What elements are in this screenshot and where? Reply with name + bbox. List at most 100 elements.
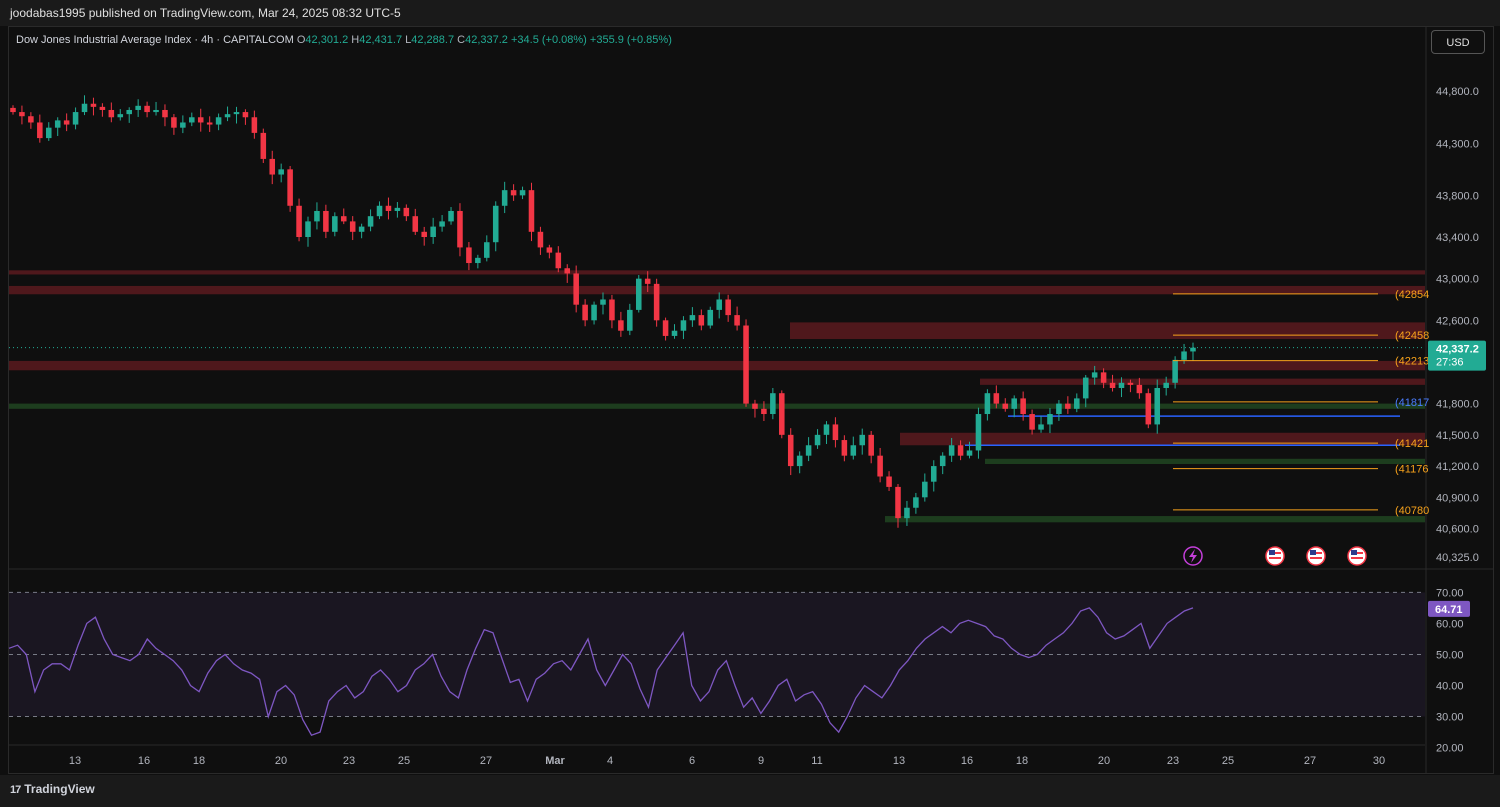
fib-level-label: (42458 xyxy=(1395,330,1429,342)
candle-body xyxy=(1091,372,1098,378)
rsi-tick-label: 60.00 xyxy=(1436,618,1464,630)
candle-body xyxy=(948,445,955,456)
time-tick-label: 11 xyxy=(811,755,822,767)
candle-body xyxy=(823,424,830,435)
candle-body xyxy=(1056,403,1062,415)
candle-body xyxy=(1074,398,1080,409)
rsi-tick-label: 40.00 xyxy=(1436,681,1464,693)
candle-body xyxy=(81,103,88,113)
candle-body xyxy=(332,216,338,232)
candle-body xyxy=(519,190,526,196)
candle-body xyxy=(975,414,982,451)
candle-body xyxy=(644,278,651,284)
currency-button[interactable]: USD xyxy=(1431,30,1485,54)
candle-body xyxy=(841,440,848,456)
candle-body xyxy=(1047,414,1053,425)
candle-body xyxy=(600,299,606,305)
candle-body xyxy=(126,109,132,115)
candle-body xyxy=(528,190,535,232)
us-flag-event-icon[interactable] xyxy=(1306,546,1326,566)
candle-body xyxy=(1100,372,1107,383)
time-tick-label: 18 xyxy=(193,755,205,767)
last-price-value: 42,337.2 xyxy=(1436,344,1479,356)
high-label: H xyxy=(351,34,360,46)
us-flag-event-icon[interactable] xyxy=(1265,546,1285,566)
time-tick-label: 13 xyxy=(69,755,81,767)
candle-body xyxy=(734,315,740,326)
tradingview-logo-icon: 17 xyxy=(10,784,21,796)
candle-body xyxy=(189,117,195,123)
candle-body xyxy=(680,320,687,331)
candle-body xyxy=(340,216,347,222)
tradingview-logo[interactable]: 17 TradingView xyxy=(10,782,95,796)
candle-body xyxy=(19,112,25,117)
price-tick-label: 44,800.0 xyxy=(1436,86,1479,98)
rsi-last-value: 64.71 xyxy=(1435,604,1463,616)
time-tick-label: 4 xyxy=(607,755,613,767)
time-tick-label: 20 xyxy=(1098,755,1110,767)
candle-body xyxy=(635,278,642,310)
candle-body xyxy=(877,455,883,477)
close-label: C xyxy=(457,34,466,46)
support-zone xyxy=(985,458,1425,464)
candle-body xyxy=(1136,384,1143,394)
price-tick-label: 41,500.0 xyxy=(1436,430,1479,442)
candle-body xyxy=(618,320,624,331)
candle-body xyxy=(886,476,892,487)
price-tick-label: 43,400.0 xyxy=(1436,232,1479,244)
footer-bar xyxy=(0,775,1500,807)
candle-body xyxy=(1029,414,1035,430)
candle-body xyxy=(537,231,544,248)
candle-body xyxy=(716,299,722,310)
candle-body xyxy=(662,320,669,336)
candle-body xyxy=(573,273,579,305)
candle-body xyxy=(206,122,213,125)
us-flag-event-icon[interactable] xyxy=(1347,546,1367,566)
fib-level-label: (42213 xyxy=(1395,356,1429,368)
price-tick-label: 43,800.0 xyxy=(1436,190,1479,202)
candle-body xyxy=(895,486,901,519)
candle-body xyxy=(475,257,481,264)
price-tick-label: 40,600.0 xyxy=(1436,524,1479,536)
price-tick-label: 44,300.0 xyxy=(1436,138,1479,150)
fib-level-label: (41817 xyxy=(1395,397,1429,409)
last-price-countdown: 27:36 xyxy=(1436,357,1464,369)
candle-body xyxy=(448,210,454,222)
candle-body xyxy=(358,226,365,232)
candle-body xyxy=(349,221,356,232)
time-tick-label: 25 xyxy=(1222,755,1234,767)
candle-body xyxy=(1190,347,1196,352)
candle-body xyxy=(966,450,973,456)
lightning-event-icon[interactable] xyxy=(1183,546,1203,566)
candle-body xyxy=(501,190,508,206)
candle-body xyxy=(904,507,910,519)
rsi-tick-label: 20.00 xyxy=(1436,743,1464,755)
candle-body xyxy=(707,309,714,326)
candle-body xyxy=(922,481,928,498)
chart-frame xyxy=(8,26,1494,774)
candle-body xyxy=(787,434,794,467)
candle-body xyxy=(251,117,258,133)
candle-body xyxy=(296,205,302,238)
candle-body xyxy=(1118,382,1125,388)
candle-body xyxy=(653,283,660,321)
candle-body xyxy=(930,466,937,482)
candle-body xyxy=(1172,359,1178,383)
price-tick-label: 41,200.0 xyxy=(1436,461,1479,473)
candle-body xyxy=(761,408,767,415)
candle-body xyxy=(171,117,177,128)
change-value: +34.5 (+0.08%) xyxy=(511,34,587,46)
resistance-zone xyxy=(900,432,1425,446)
candle-body xyxy=(376,205,383,217)
candle-body xyxy=(582,304,588,321)
candle-body xyxy=(421,231,427,238)
candle-body xyxy=(287,169,293,206)
fib-level-label: (41421 xyxy=(1395,438,1429,450)
candle-body xyxy=(224,114,231,118)
candle-body xyxy=(957,445,964,456)
candle-body xyxy=(233,112,240,115)
candle-body xyxy=(484,242,490,258)
candle-body xyxy=(394,207,401,211)
candle-body xyxy=(314,210,320,222)
